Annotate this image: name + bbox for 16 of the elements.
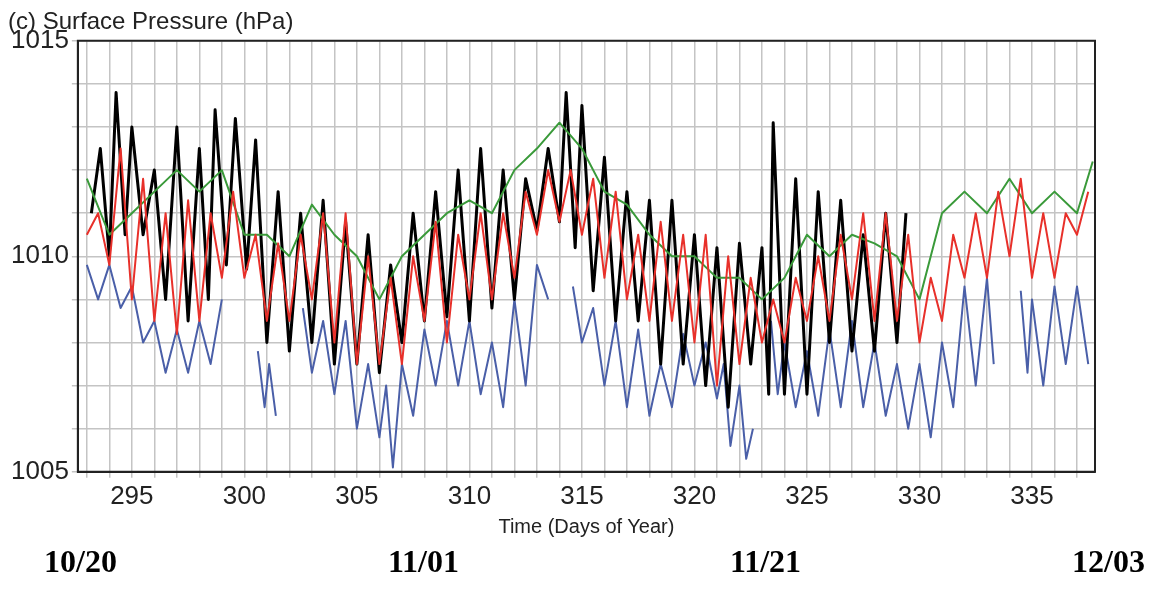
x-tick-label: 310 xyxy=(447,479,492,510)
y-tick-label: 1005 xyxy=(11,454,69,485)
x-tick-label: 330 xyxy=(897,479,942,510)
x-tick-label: 335 xyxy=(1010,479,1054,510)
x-tick-label: 305 xyxy=(335,479,379,510)
text: 11/21 xyxy=(729,543,802,580)
x-axis-title: Time (Days of Year) xyxy=(498,514,675,537)
x-tick-label: 300 xyxy=(222,479,267,510)
y-tick-label: 1010 xyxy=(11,239,69,270)
text: 12/03 xyxy=(1072,543,1145,580)
text: 10/20 xyxy=(44,543,117,580)
x-tick-label: 325 xyxy=(785,479,829,510)
x-tick-label: 320 xyxy=(672,479,717,510)
text: 11/01 xyxy=(387,543,459,580)
x-tick-label: 295 xyxy=(110,479,154,510)
x-tick-label: 315 xyxy=(560,479,604,510)
